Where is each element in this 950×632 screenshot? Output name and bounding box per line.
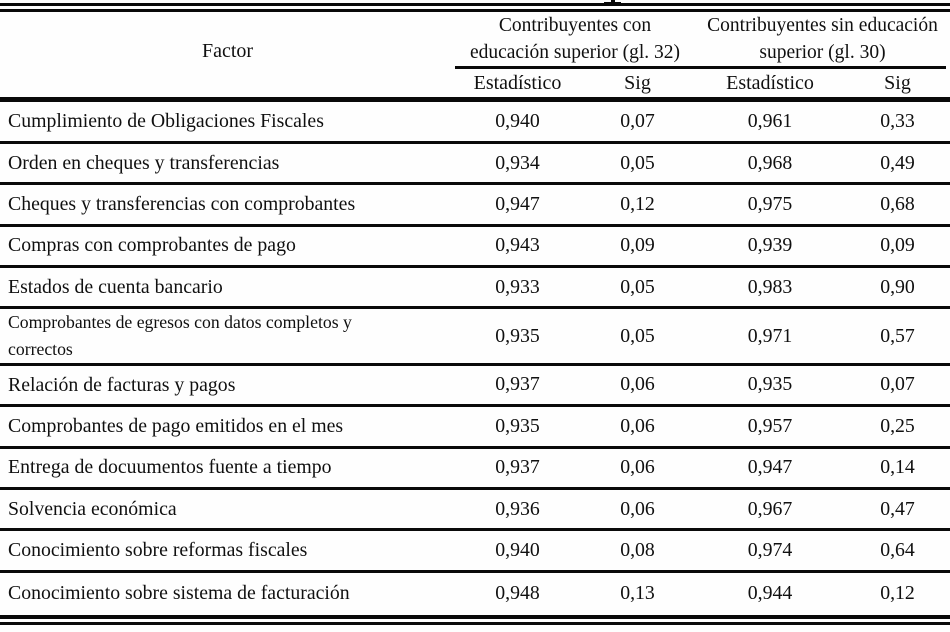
group-header-con-educacion: Contribuyentes con educación superior (g… bbox=[455, 12, 695, 66]
g1-sig-cell: 0,07 bbox=[620, 110, 655, 133]
group2-line1: Contribuyentes sin educación bbox=[707, 15, 938, 36]
group1-line1: Contribuyentes con bbox=[498, 15, 652, 36]
table-row: Comprobantes de egresos con datos comple… bbox=[0, 309, 950, 366]
factor-column-header: Factor bbox=[201, 40, 254, 62]
g2-sig-cell: 0,12 bbox=[880, 581, 915, 604]
g1-estadistico-cell: 0,935 bbox=[495, 324, 540, 347]
g2-sig-cell: 0,14 bbox=[880, 456, 915, 479]
table-row: Compras con comprobantes de pago 0,943 0… bbox=[0, 227, 950, 268]
header-bottom-rule bbox=[0, 97, 950, 103]
g1-estadistico-cell: 0,948 bbox=[495, 581, 540, 604]
factor-cell: Relación de facturas y pagos bbox=[8, 373, 236, 396]
g1-sig-cell: 0,08 bbox=[620, 538, 655, 561]
table-row: Estados de cuenta bancario 0,933 0,05 0,… bbox=[0, 268, 950, 310]
g2-sig-cell: 0,90 bbox=[880, 275, 915, 298]
g2-estadistico-cell: 0,935 bbox=[747, 373, 793, 396]
g1-estadistico-cell: 0,943 bbox=[495, 234, 540, 257]
g1-estadistico-cell: 0,940 bbox=[495, 110, 540, 133]
g1-sig-cell: 0,05 bbox=[620, 324, 655, 347]
table-row: Cumplimiento de Obligaciones Fiscales 0,… bbox=[0, 103, 950, 144]
cropped-title-remnant bbox=[611, 0, 615, 4]
g1-sig-cell: 0,09 bbox=[620, 234, 655, 257]
g1-sig-cell: 0,05 bbox=[620, 275, 655, 298]
g2-estadistico-cell: 0,957 bbox=[747, 414, 793, 437]
table-bottom-rule-inner bbox=[0, 621, 950, 625]
g1-estadistico-cell: 0,933 bbox=[495, 275, 540, 298]
table-bottom-rule-outer bbox=[0, 614, 950, 620]
g2-estadistico-cell: 0,974 bbox=[747, 538, 793, 561]
g2-sig-cell: 0,33 bbox=[880, 110, 915, 133]
g1-estadistico-cell: 0,947 bbox=[495, 192, 540, 215]
group-header-sin-educacion: Contribuyentes sin educación superior (g… bbox=[695, 12, 950, 66]
g2-estadistico-cell: 0,971 bbox=[747, 324, 793, 347]
subheader-estadistico-1: Estadístico bbox=[473, 71, 562, 94]
factor-cell: Solvencia económica bbox=[8, 497, 177, 520]
g2-estadistico-cell: 0,939 bbox=[747, 234, 793, 257]
table-header: Factor Contribuyentes con educación supe… bbox=[0, 12, 950, 66]
factor-cell: Orden en cheques y transferencias bbox=[8, 151, 280, 174]
table-row: Conocimiento sobre reformas fiscales 0,9… bbox=[0, 531, 950, 573]
cropped-title-remnant-serif bbox=[604, 2, 621, 5]
factor-cell: Comprobantes de pago emitidos en el mes bbox=[8, 414, 344, 437]
factor-cell: Entrega de docuumentos fuente a tiempo bbox=[8, 456, 332, 479]
g2-sig-cell: 0,09 bbox=[880, 234, 915, 257]
table-row: Comprobantes de pago emitidos en el mes … bbox=[0, 407, 950, 449]
factor-cell: Compras con comprobantes de pago bbox=[8, 234, 296, 257]
g1-estadistico-cell: 0,936 bbox=[495, 497, 540, 520]
factor-cell: Conocimiento sobre reformas fiscales bbox=[8, 538, 308, 561]
table-body: Cumplimiento de Obligaciones Fiscales 0,… bbox=[0, 103, 950, 614]
factor-cell: Estados de cuenta bancario bbox=[8, 275, 223, 298]
g2-sig-cell: 0,47 bbox=[880, 497, 915, 520]
g2-sig-cell: 0,64 bbox=[880, 538, 915, 561]
g2-estadistico-cell: 0,967 bbox=[747, 497, 793, 520]
g2-estadistico-cell: 0,968 bbox=[747, 151, 793, 174]
subheader-sig-1: Sig bbox=[624, 71, 651, 94]
factor-cell: Conocimiento sobre sistema de facturació… bbox=[8, 581, 350, 604]
g1-estadistico-cell: 0,937 bbox=[495, 373, 540, 396]
g1-estadistico-cell: 0,940 bbox=[495, 538, 540, 561]
group1-line2: educación superior (gl. 32) bbox=[469, 41, 681, 63]
g2-sig-cell: 0,49 bbox=[880, 151, 915, 174]
group2-line2: superior (gl. 30) bbox=[759, 41, 886, 63]
table-row: Orden en cheques y transferencias 0,934 … bbox=[0, 144, 950, 186]
table-row: Entrega de docuumentos fuente a tiempo 0… bbox=[0, 449, 950, 490]
factor-cell: Comprobantes de egresos con datos comple… bbox=[8, 312, 352, 360]
g2-estadistico-cell: 0,975 bbox=[747, 192, 793, 215]
group-headers-underline bbox=[455, 66, 946, 69]
g1-sig-cell: 0,13 bbox=[620, 581, 655, 604]
g2-sig-cell: 0,25 bbox=[880, 414, 915, 437]
g1-sig-cell: 0,06 bbox=[620, 373, 655, 396]
g2-sig-cell: 0,57 bbox=[880, 324, 915, 347]
g1-sig-cell: 0,06 bbox=[620, 456, 655, 479]
table-row: Solvencia económica 0,936 0,06 0,967 0,4… bbox=[0, 490, 950, 532]
subheader-sig-2: Sig bbox=[884, 71, 911, 94]
table-row: Cheques y transferencias con comprobante… bbox=[0, 185, 950, 227]
g2-sig-cell: 0,68 bbox=[880, 192, 915, 215]
g2-estadistico-cell: 0,961 bbox=[747, 110, 793, 133]
g2-estadistico-cell: 0,983 bbox=[747, 275, 793, 298]
g2-estadistico-cell: 0,947 bbox=[747, 456, 793, 479]
factor-cell: Cheques y transferencias con comprobante… bbox=[8, 192, 356, 215]
g1-sig-cell: 0,06 bbox=[620, 414, 655, 437]
g2-sig-cell: 0,07 bbox=[880, 373, 915, 396]
g1-sig-cell: 0,12 bbox=[620, 192, 655, 215]
g1-estadistico-cell: 0,935 bbox=[495, 414, 540, 437]
g1-estadistico-cell: 0,934 bbox=[495, 151, 540, 174]
g1-sig-cell: 0,06 bbox=[620, 497, 655, 520]
factor-cell: Cumplimiento de Obligaciones Fiscales bbox=[8, 110, 324, 133]
g2-estadistico-cell: 0,944 bbox=[747, 581, 793, 604]
table-top-rule-inner bbox=[0, 9, 950, 12]
subheader-estadistico-2: Estadístico bbox=[726, 71, 814, 94]
table-top-rule-outer bbox=[0, 3, 950, 7]
g1-estadistico-cell: 0,937 bbox=[495, 456, 540, 479]
table-row: Relación de facturas y pagos 0,937 0,06 … bbox=[0, 366, 950, 408]
sub-header-row: Estadístico Sig Estadístico Sig bbox=[0, 69, 950, 98]
table-row: Conocimiento sobre sistema de facturació… bbox=[0, 573, 950, 614]
g1-sig-cell: 0,05 bbox=[620, 151, 655, 174]
